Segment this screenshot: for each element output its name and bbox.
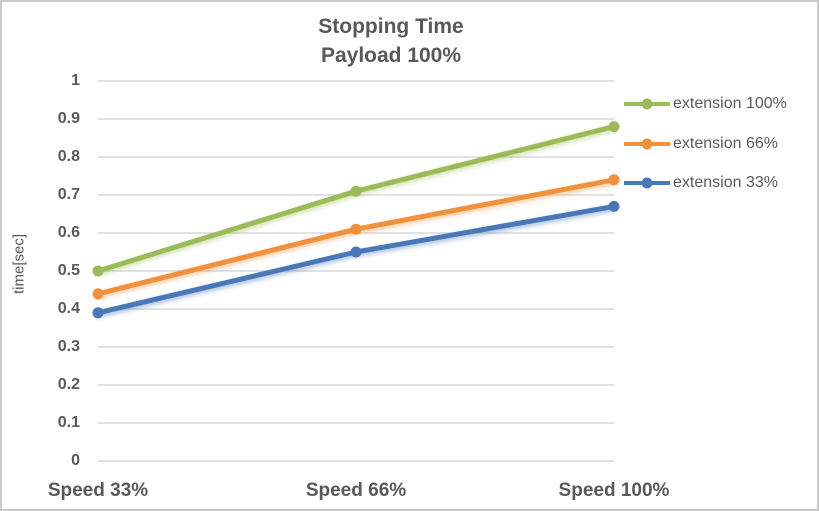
legend-marker-icon [624,138,670,150]
chart-title: Stopping Time Payload 100% [2,12,780,70]
y-tick-label: 0 [71,452,80,469]
data-point-extension-66- [92,288,104,300]
data-point-extension-33- [92,307,104,319]
chart-title-line1: Stopping Time [318,15,464,38]
y-tick-label: 0.9 [57,110,80,127]
data-point-extension-66- [608,174,620,186]
y-tick-label: 0.7 [57,186,80,203]
y-tick-label: 0.2 [57,376,80,393]
legend-marker-icon [624,98,670,110]
data-point-extension-100- [92,265,104,277]
x-category-label: Speed 100% [558,480,670,501]
y-tick-label: 0.4 [57,300,80,317]
legend-marker-icon [624,177,670,189]
x-category-label: Speed 66% [305,480,407,501]
y-tick-label: 0.6 [57,224,80,241]
legend-label: extension 100% [673,95,787,112]
x-category-label: Speed 33% [47,480,149,501]
legend-label: extension 66% [673,135,778,152]
y-tick-label: 0.1 [57,414,80,431]
data-point-extension-33- [350,246,362,258]
legend-item-extension-100-: extension 100% [624,85,787,123]
y-tick-label: 0.8 [57,148,80,165]
chart-title-line2: Payload 100% [320,44,462,67]
data-point-extension-66- [350,223,362,235]
data-point-extension-100- [608,121,620,133]
data-point-extension-33- [608,200,620,212]
series-line-extension-33- [95,203,617,316]
data-point-extension-100- [350,185,362,197]
legend-item-extension-66-: extension 66% [624,125,778,163]
legend-item-extension-33-: extension 33% [624,164,778,202]
y-tick-label: 0.5 [57,262,80,279]
y-tick-label: 0.3 [57,338,80,355]
y-tick-label: 1 [71,72,80,89]
series-line-extension-66- [95,177,617,297]
legend-label: extension 33% [673,174,778,191]
